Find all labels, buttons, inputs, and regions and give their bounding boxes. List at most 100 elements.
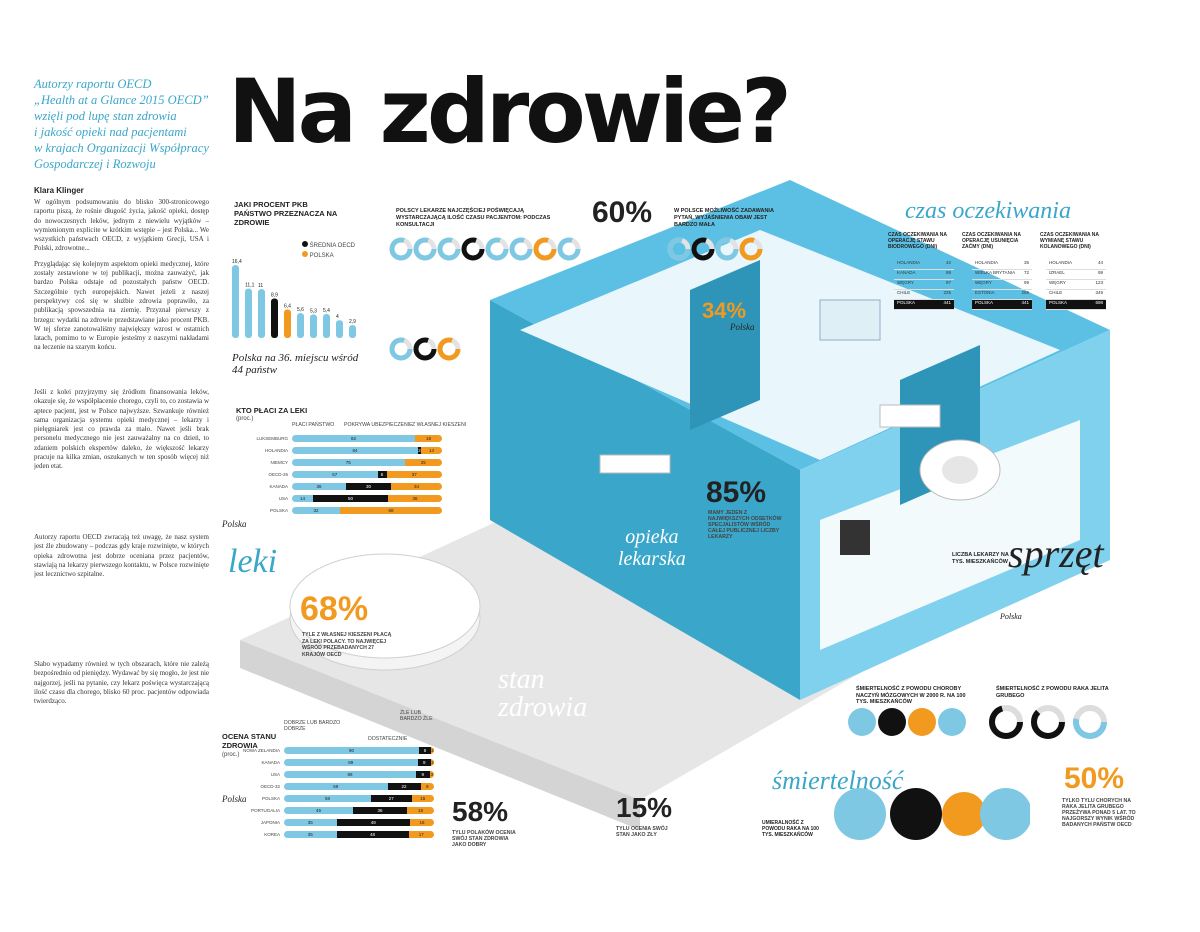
czas-value: 42 xyxy=(945,260,951,265)
pkb-value: 5,3 xyxy=(310,308,317,314)
czas-value: 225 xyxy=(943,290,951,295)
ocena-segment: 46 xyxy=(284,806,353,814)
czas-value: 99 xyxy=(1097,270,1103,275)
czas-country: KANADA xyxy=(897,270,916,275)
pkb-bar xyxy=(310,314,317,338)
czas-country: ESTONIA xyxy=(975,290,995,295)
czas-row: ESTONIA 259 xyxy=(972,290,1032,300)
leki-segment: 34 xyxy=(391,482,442,490)
ocena-row: OECD-32 69 22 9 xyxy=(222,780,444,792)
leki-segment: 6 xyxy=(377,470,387,478)
ocena-segment: 2 xyxy=(431,758,434,766)
czas-row: POLSKA 698 xyxy=(1046,300,1106,310)
article-paragraph: Słabo wypadamy również w tych obszarach,… xyxy=(34,660,209,706)
ocena-label: OECD-32 xyxy=(260,783,280,789)
pkb-chart: 16,4 11,1 11 8,9 6,4 5,6 5,3 5,4 4 2,9 xyxy=(232,259,356,338)
leki-big-pct: 68% xyxy=(300,590,369,628)
czas-row: POLSKA 441 xyxy=(972,300,1032,310)
czas-table-1: HOLANDIA 42 KANADA 89 WĘGRY 97 CHILE 225 POLSKA 4… xyxy=(894,260,954,310)
donut-arc xyxy=(667,237,691,261)
ocena-row: NOWA ZELANDIA 90 8 2 xyxy=(222,744,444,756)
czas-row: HOLANDIA 44 xyxy=(1046,260,1106,270)
leki-label: OECD-26 xyxy=(268,471,288,477)
leki-row: OECD-26 57 6 37 xyxy=(230,468,460,480)
smiert-donuts-2 xyxy=(989,705,1107,739)
leki-col-2: POKRYWA UBEZPIECZENIE xyxy=(344,422,413,428)
ocena-label: KOREA xyxy=(264,831,280,837)
czas-row: CHILE 349 xyxy=(1046,290,1106,300)
czas-t3-heading: CZAS OCZEKIWANIA NA WYMIANĘ STAWU KOLANO… xyxy=(1040,232,1099,250)
ocena-segment: 69 xyxy=(284,782,388,790)
leki-segment: 32 xyxy=(292,506,340,514)
sprzet-pl: Polska xyxy=(1000,612,1022,621)
ocena-label: USA xyxy=(270,771,280,777)
donut-arc xyxy=(461,237,485,261)
section-leki: leki xyxy=(228,543,278,580)
ocena-segment: 35 xyxy=(284,818,337,826)
leki-row: USA 14 50 36 xyxy=(230,492,460,504)
ocena-row: KOREA 35 48 17 xyxy=(222,828,444,840)
lekarze-heading: POLSCY LEKARZE NAJCZĘŚCIEJ POŚWIĘCAJĄ WY… xyxy=(396,208,551,228)
czas-value: 35 xyxy=(1023,260,1029,265)
leki-row: LUKSEMBURG 82 18 xyxy=(230,432,460,444)
ocena-big-15: 15% xyxy=(616,792,673,823)
lekarze-big-pct: 60% xyxy=(592,196,653,229)
article-paragraph: Przyglądając się kolejnym aspektom opiek… xyxy=(34,259,209,352)
leki-row: NIEMCY 75 25 xyxy=(230,456,460,468)
leki-col-1: PŁACI PAŃSTWO xyxy=(292,422,335,428)
leki-segment: 82 xyxy=(292,434,415,442)
czas-country: POLSKA xyxy=(975,300,994,305)
czas-row: WĘGRY 123 xyxy=(1046,280,1106,290)
donut-arc xyxy=(739,237,763,261)
leki-label: HOLANDIA xyxy=(264,447,288,453)
pkb-bar xyxy=(336,320,343,338)
leki-label: NIEMCY xyxy=(270,459,288,465)
ocena-big-58: 58% xyxy=(452,796,509,827)
lekarze-big-caption: W POLSCE MOŻLIWOŚĆ ZADAWANIA PYTAŃ, WYJA… xyxy=(674,208,774,228)
leki-label: KANADA xyxy=(269,483,288,489)
ocena-segment: 88 xyxy=(284,770,416,778)
smiert-h3: UMIERALNOŚĆ Z POWODU RAKA NA 100 TYS. MI… xyxy=(762,820,819,838)
sprzet-heading: LICZBA LEKARZY NA 1 TYS. MIESZKAŃCÓW xyxy=(952,552,1014,565)
czas-row: KANADA 89 xyxy=(894,270,954,280)
czas-country: WIELKA BRYTANIA xyxy=(975,270,1016,275)
czas-value: 441 xyxy=(943,300,951,305)
section-smiertelnosc: śmiertelność xyxy=(772,766,904,795)
leki-label: USA xyxy=(278,495,288,501)
leki-row: KANADA 36 30 34 xyxy=(230,480,460,492)
pkb-bar xyxy=(258,289,265,338)
leki-label: LUKSEMBURG xyxy=(256,435,288,441)
leki-chart: LUKSEMBURG 82 18 HOLANDIA 84 2 14 NIEMCY 75 25 OEC… xyxy=(230,432,460,516)
pkb-bar xyxy=(284,309,291,338)
czas-value: 97 xyxy=(945,280,951,285)
ocena-segment: 18 xyxy=(407,806,434,814)
ocena-row: JAPONIA 35 49 16 xyxy=(222,816,444,828)
czas-value: 99 xyxy=(1023,280,1029,285)
ocena-row: POLSKA 58 27 15 xyxy=(222,792,444,804)
czas-row: HOLANDIA 42 xyxy=(894,260,954,270)
donut-arc xyxy=(437,237,461,261)
ocena-big-58-caption: TYLU POLAKÓW OCENIA SWÓJ STAN ZDROWIA JA… xyxy=(452,830,516,848)
leki-segment: 57 xyxy=(292,470,378,478)
ocena-sub: (proc.) xyxy=(222,752,240,758)
donut-arc xyxy=(715,237,739,261)
ocena-col-1: DOBRZE LUB BARDZO DOBRZE xyxy=(284,720,341,732)
smiert-h1: ŚMIERTELNOŚĆ Z POWODU CHOROBY NACZYŃ MÓZ… xyxy=(856,686,966,705)
article-block-3: Autorzy raportu OECD zwracają też uwagę,… xyxy=(34,533,209,655)
leki-segment: 68 xyxy=(340,506,442,514)
smiert-h2: ŚMIERTELNOŚĆ Z POWODU RAKA JELITA GRUBEG… xyxy=(996,686,1109,699)
czas-country: HOLANDIA xyxy=(1049,260,1073,265)
ocena-label: PORTUGALIA xyxy=(251,807,280,813)
czas-row: POLSKA 441 xyxy=(894,300,954,310)
donut-arc xyxy=(413,237,437,261)
leki-row: POLSKA 32 68 xyxy=(230,504,460,516)
ocena-segment: 15 xyxy=(411,794,434,802)
leki-segment: 2 xyxy=(418,446,421,454)
donut-arc xyxy=(389,337,413,361)
ocena-segment: 9 xyxy=(417,758,431,766)
smiert-bubbles-3 xyxy=(834,788,1030,840)
article-paragraph: W ogólnym podsumowaniu do blisko 300-str… xyxy=(34,198,209,253)
donut-arc xyxy=(485,237,509,261)
pkb-value: 8,9 xyxy=(271,292,278,298)
czas-table-2: HOLANDIA 35 WIELKA BRYTANIA 72 WĘGRY 99 ESTONI… xyxy=(972,260,1032,310)
